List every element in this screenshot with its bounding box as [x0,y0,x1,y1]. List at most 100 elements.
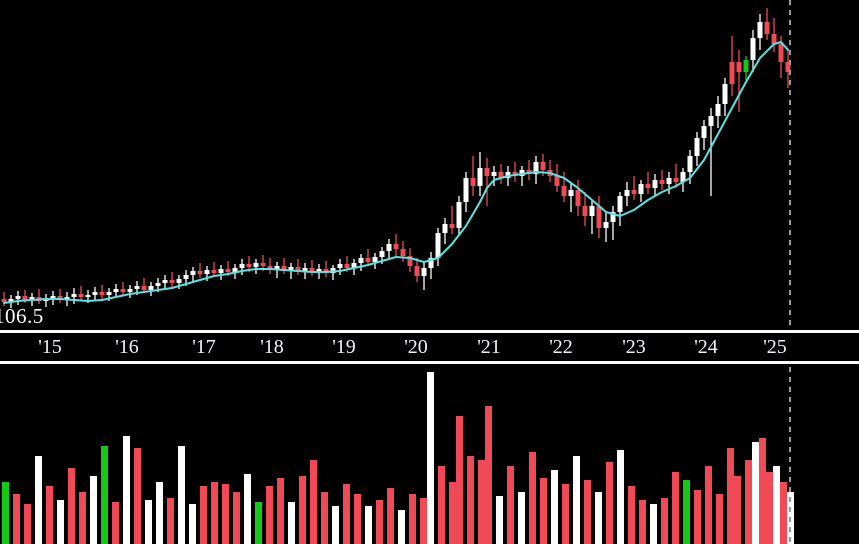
volume-bar[interactable] [745,460,752,544]
candle-body[interactable] [400,249,406,256]
volume-bar[interactable] [101,446,108,544]
candle-body[interactable] [99,292,105,295]
candle-body[interactable] [785,62,791,72]
volume-bar[interactable] [79,492,86,544]
candle-body[interactable] [610,212,616,222]
volume-bar[interactable] [420,498,427,544]
candle-body[interactable] [673,178,679,182]
candle-body[interactable] [162,280,168,283]
volume-chart-panel[interactable] [0,367,859,544]
volume-bar[interactable] [727,448,734,544]
volume-bar[interactable] [478,460,485,544]
candle-body[interactable] [596,206,602,228]
candle-body[interactable] [239,264,245,268]
candle-body[interactable] [64,297,70,299]
volume-bar[interactable] [123,436,130,544]
candle-body[interactable] [778,44,784,62]
candle-body[interactable] [743,60,749,72]
volume-bar[interactable] [376,500,383,544]
candle-body[interactable] [344,264,350,268]
candle-body[interactable] [50,296,56,298]
volume-bar[interactable] [606,462,613,544]
candle-body[interactable] [652,180,658,188]
volume-bar[interactable] [683,480,690,544]
volume-bar[interactable] [2,482,9,544]
volume-bar[interactable] [24,504,31,544]
candle-body[interactable] [708,116,714,126]
volume-bar[interactable] [145,500,152,544]
volume-bar[interactable] [562,484,569,544]
candle-body[interactable] [575,190,581,206]
volume-bar[interactable] [672,472,679,544]
volume-bar[interactable] [540,478,547,544]
candle-body[interactable] [582,206,588,216]
volume-bar[interactable] [551,470,558,544]
candle-body[interactable] [57,296,63,299]
volume-bar[interactable] [299,476,306,544]
candle-body[interactable] [729,62,735,84]
volume-bar[interactable] [387,488,394,544]
price-chart-panel[interactable]: 106.5 [0,0,859,330]
candle-body[interactable] [771,34,777,44]
candle-body[interactable] [379,251,385,257]
volume-bar[interactable] [266,486,273,544]
volume-bar[interactable] [244,474,251,544]
candle-body[interactable] [393,244,399,249]
volume-bar[interactable] [398,510,405,544]
time-axis-strip[interactable]: '15 '16 '17 '18 '19 '20 '21 '22 '23 '24 '25 [0,330,859,364]
candle-body[interactable] [260,263,266,266]
volume-bar[interactable] [211,482,218,544]
volume-bar[interactable] [57,500,64,544]
volume-bar[interactable] [255,502,262,544]
candle-body[interactable] [750,38,756,60]
candle-body[interactable] [316,269,322,272]
volume-bar[interactable] [456,416,463,544]
volume-bar[interactable] [752,442,759,544]
candle-body[interactable] [680,172,686,182]
volume-bar[interactable] [90,476,97,544]
volume-bar[interactable] [507,466,514,544]
volume-bar[interactable] [661,498,668,544]
candle-body[interactable] [470,178,476,186]
candle-body[interactable] [722,84,728,104]
volume-bar[interactable] [321,492,328,544]
candle-body[interactable] [498,172,504,178]
volume-bar[interactable] [617,450,624,544]
candle-body[interactable] [351,263,357,268]
candle-body[interactable] [211,270,217,273]
candle-body[interactable] [358,258,364,263]
candle-body[interactable] [120,289,126,292]
candle-body[interactable] [407,256,413,266]
candle-body[interactable] [176,279,182,283]
candle-body[interactable] [218,269,224,273]
candle-body[interactable] [757,22,763,38]
volume-bar[interactable] [365,506,372,544]
candle-body[interactable] [694,138,700,156]
volume-bar[interactable] [343,484,350,544]
volume-bar[interactable] [156,482,163,544]
volume-bar[interactable] [13,494,20,544]
candle-body[interactable] [155,283,161,286]
candle-body[interactable] [253,263,259,267]
volume-bar[interactable] [288,502,295,544]
candle-body[interactable] [449,224,455,228]
candle-body[interactable] [288,267,294,271]
volume-bar[interactable] [134,448,141,544]
candle-body[interactable] [22,296,28,300]
candle-body[interactable] [78,294,84,297]
candle-body[interactable] [232,268,238,272]
candle-body[interactable] [561,186,567,196]
volume-bar[interactable] [167,498,174,544]
volume-bar[interactable] [409,494,416,544]
candle-body[interactable] [204,270,210,274]
volume-bar[interactable] [354,494,361,544]
volume-bar[interactable] [496,496,503,544]
volume-bar[interactable] [178,446,185,544]
candle-body[interactable] [225,269,231,272]
volume-bar[interactable] [518,492,525,544]
volume-bar[interactable] [310,460,317,544]
candle-body[interactable] [491,172,497,176]
candle-body[interactable] [589,206,595,216]
volume-bar[interactable] [716,494,723,544]
candle-body[interactable] [554,176,560,186]
